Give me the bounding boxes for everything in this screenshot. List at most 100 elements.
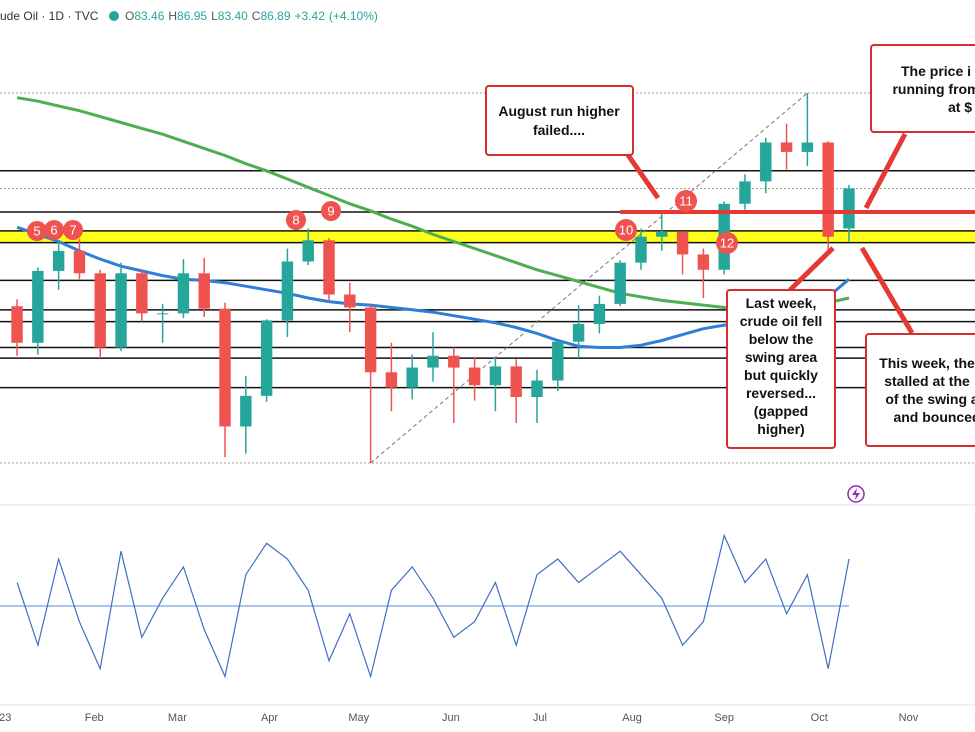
candle-body bbox=[11, 306, 23, 343]
candle-body bbox=[73, 250, 86, 274]
candle-body bbox=[801, 142, 814, 152]
candle-body bbox=[302, 240, 314, 262]
marker: 6 bbox=[44, 220, 64, 240]
candle-body bbox=[136, 273, 148, 314]
x-tick-label: Mar bbox=[168, 712, 187, 724]
x-tick-label: Sep bbox=[714, 712, 734, 724]
candle-body bbox=[739, 181, 751, 204]
candle-body bbox=[489, 366, 502, 386]
annotation-line: This week, the bbox=[879, 355, 975, 371]
candle-body bbox=[656, 232, 668, 237]
candle-body bbox=[32, 270, 44, 343]
annotation-box bbox=[726, 289, 836, 449]
arrow bbox=[625, 153, 661, 200]
o-value: 83.46 bbox=[134, 9, 164, 23]
h-label: H bbox=[168, 9, 177, 23]
annotation-line: failed.... bbox=[533, 122, 585, 138]
candle-body bbox=[635, 236, 647, 263]
arrow bbox=[863, 132, 908, 210]
candle-body bbox=[156, 313, 169, 315]
change-pct: (+4.10%) bbox=[329, 9, 378, 23]
marker: 9 bbox=[321, 201, 341, 221]
marker-label: 8 bbox=[292, 212, 299, 227]
oscillator-line bbox=[16, 533, 850, 679]
annotation-line: running from bbox=[892, 81, 975, 97]
marker-label: 6 bbox=[50, 222, 57, 237]
candle-body bbox=[198, 273, 210, 309]
candle-body bbox=[843, 188, 855, 229]
candle-body bbox=[448, 355, 460, 368]
candle-body bbox=[676, 232, 689, 255]
candle-body bbox=[822, 142, 834, 237]
candle-body bbox=[260, 320, 273, 396]
annotation-line: The price i bbox=[901, 63, 971, 79]
candle-body bbox=[406, 367, 418, 388]
annotation-box bbox=[485, 85, 634, 156]
marker-label: 12 bbox=[720, 235, 734, 250]
marker: 11 bbox=[675, 190, 697, 212]
marker-label: 10 bbox=[619, 222, 633, 237]
candle-body bbox=[385, 372, 398, 388]
annotation-line: (gapped bbox=[754, 403, 808, 419]
x-tick-label: Jul bbox=[533, 712, 547, 724]
ohlc: O83.46 H86.95 L83.40 C86.89 +3.42 (+4.10%) bbox=[125, 9, 378, 23]
candle-body bbox=[552, 341, 564, 381]
header: ude Oil · 1D · TVC O83.46 H86.95 L83.40 C86… bbox=[0, 9, 378, 23]
x-tick-label: Apr bbox=[261, 712, 278, 724]
change: +3.42 bbox=[295, 9, 326, 23]
candle-body bbox=[52, 250, 65, 271]
markers: 5 6 7 8 9 10 11 12 bbox=[27, 190, 738, 254]
status-dot bbox=[109, 11, 119, 21]
x-tick-label: Nov bbox=[899, 712, 919, 724]
annotation-line: higher) bbox=[757, 421, 804, 437]
moving-average bbox=[16, 96, 850, 312]
annotation-box bbox=[865, 333, 975, 447]
trendline bbox=[370, 92, 808, 464]
candle-body bbox=[240, 395, 252, 427]
candle-body bbox=[531, 380, 543, 398]
symbol: ude Oil · 1D · TVC bbox=[0, 9, 99, 23]
marker-label: 7 bbox=[69, 222, 76, 237]
candle-body bbox=[572, 323, 585, 342]
candle-body bbox=[510, 366, 522, 398]
candle-body bbox=[614, 262, 626, 304]
x-tick-label: Aug bbox=[622, 712, 642, 724]
arrow bbox=[788, 246, 835, 292]
marker: 12 bbox=[716, 232, 738, 254]
c-label: C bbox=[252, 9, 261, 23]
arrow bbox=[859, 246, 915, 335]
annotation-line: crude oil fell bbox=[740, 313, 822, 329]
annotation-line: August run higher bbox=[498, 103, 620, 119]
annotation-line: at $ bbox=[948, 99, 972, 115]
candle-body bbox=[697, 254, 710, 270]
swing-zone bbox=[0, 230, 975, 243]
annotation-line: below the bbox=[749, 331, 814, 347]
l-label: L bbox=[211, 9, 218, 23]
candle-body bbox=[177, 273, 190, 314]
l-value: 83.40 bbox=[218, 9, 248, 23]
x-tick-label: May bbox=[348, 712, 369, 724]
x-tick-label: Jun bbox=[442, 712, 460, 724]
replay-icon[interactable] bbox=[847, 485, 865, 503]
c-value: 86.89 bbox=[260, 9, 290, 23]
candle-body bbox=[468, 367, 481, 386]
marker: 7 bbox=[63, 220, 83, 240]
candle-body bbox=[593, 303, 606, 324]
annotation-line: and bounced bbox=[893, 409, 975, 425]
candle-body bbox=[344, 294, 356, 308]
candle-body bbox=[780, 142, 793, 152]
annotation-line: Last week, bbox=[746, 295, 817, 311]
marker: 5 bbox=[27, 221, 47, 241]
candle-body bbox=[427, 355, 439, 368]
candle-body bbox=[219, 308, 231, 427]
x-tick-label: 23 bbox=[0, 712, 11, 724]
annotation-line: stalled at the bbox=[884, 373, 970, 389]
annotation-box bbox=[870, 44, 975, 133]
annotation-line: reversed... bbox=[746, 385, 816, 401]
candle-body bbox=[94, 273, 106, 348]
o-label: O bbox=[125, 9, 134, 23]
annotation-line: of the swing a bbox=[885, 391, 975, 407]
marker-label: 5 bbox=[33, 223, 40, 238]
marker: 8 bbox=[286, 210, 306, 230]
